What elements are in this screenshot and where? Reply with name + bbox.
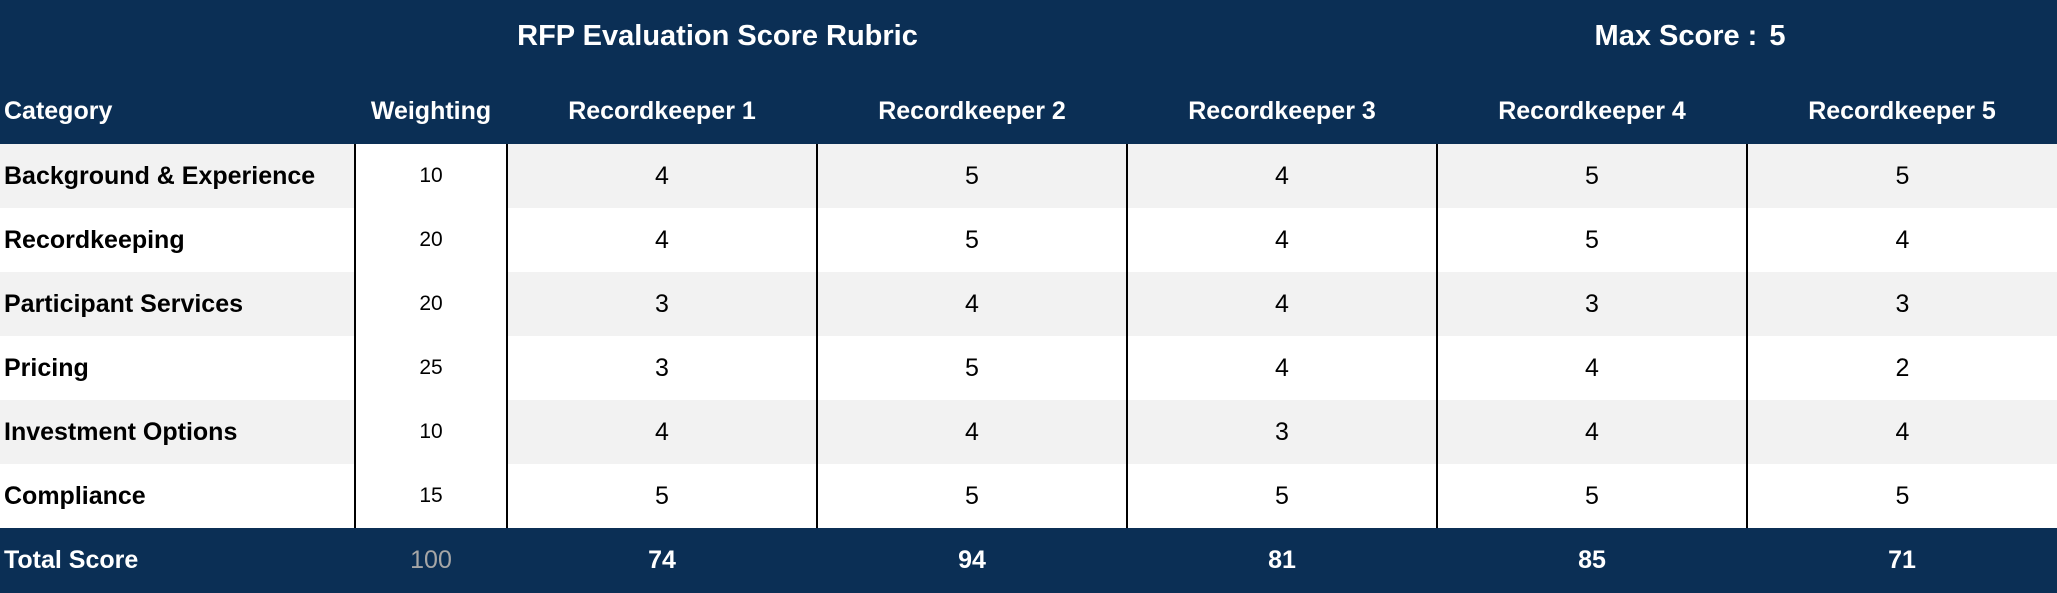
- category-cell: Pricing: [0, 336, 355, 400]
- weighting-cell: 10: [354, 400, 508, 464]
- total-score-cell: 94: [958, 546, 986, 574]
- title-bar: RFP Evaluation Score Rubric Max Score : 5: [0, 0, 2057, 75]
- score-cell: 3: [507, 272, 818, 336]
- score-cell: 5: [507, 464, 818, 528]
- category-cell: Compliance: [0, 464, 355, 528]
- score-cell: 5: [1437, 208, 1748, 272]
- total-label: Total Score: [4, 546, 139, 574]
- score-cell: 4: [817, 272, 1128, 336]
- score-cell: 4: [1127, 336, 1438, 400]
- column-header-recordkeeper-4: Recordkeeper 4: [1498, 97, 1686, 125]
- column-header-recordkeeper-5: Recordkeeper 5: [1808, 97, 1996, 125]
- score-cell: 4: [817, 400, 1128, 464]
- score-cell: 5: [1747, 144, 2057, 208]
- category-cell: Participant Services: [0, 272, 355, 336]
- max-score-label: Max Score :: [1594, 20, 1758, 52]
- category-cell: Background & Experience: [0, 144, 355, 208]
- column-header-category: Category: [4, 97, 113, 125]
- score-cell: 4: [1747, 208, 2057, 272]
- total-score-cell: 71: [1888, 546, 1916, 574]
- table-row: Participant Services 20 3 4 4 3 3: [0, 272, 2057, 336]
- score-table: Category Weighting Recordkeeper 1 Record…: [0, 75, 2057, 593]
- score-cell: 4: [1127, 208, 1438, 272]
- score-cell: 5: [1437, 464, 1748, 528]
- column-header-recordkeeper-2: Recordkeeper 2: [878, 97, 1066, 125]
- rubric-title: RFP Evaluation Score Rubric: [517, 20, 918, 52]
- score-cell: 3: [1437, 272, 1748, 336]
- category-cell: Recordkeeping: [0, 208, 355, 272]
- weighting-cell: 20: [354, 208, 508, 272]
- total-score-cell: 85: [1578, 546, 1606, 574]
- score-cell: 4: [1127, 144, 1438, 208]
- score-cell: 4: [507, 400, 818, 464]
- weighting-cell: 10: [354, 144, 508, 208]
- table-row: Recordkeeping 20 4 5 4 5 4: [0, 208, 2057, 272]
- total-weighting: 100: [410, 546, 452, 574]
- score-cell: 4: [507, 144, 818, 208]
- max-score: Max Score : 5: [1520, 20, 1860, 53]
- score-cell: 5: [817, 336, 1128, 400]
- score-cell: 3: [507, 336, 818, 400]
- weighting-cell: 20: [354, 272, 508, 336]
- score-cell: 4: [507, 208, 818, 272]
- score-cell: 4: [1437, 336, 1748, 400]
- table-row: Pricing 25 3 5 4 4 2: [0, 336, 2057, 400]
- table-row: Compliance 15 5 5 5 5 5: [0, 464, 2057, 528]
- weighting-cell: 25: [354, 336, 508, 400]
- max-score-value: 5: [1769, 20, 1786, 52]
- score-cell: 3: [1127, 400, 1438, 464]
- score-cell: 5: [817, 208, 1128, 272]
- score-cell: 4: [1747, 400, 2057, 464]
- total-score-cell: 81: [1268, 546, 1296, 574]
- total-row: Total Score 100 74 94 81 85 71: [0, 528, 2057, 593]
- score-cell: 5: [1437, 144, 1748, 208]
- weighting-cell: 15: [354, 464, 508, 528]
- score-cell: 5: [1747, 464, 2057, 528]
- header-row: Category Weighting Recordkeeper 1 Record…: [0, 75, 2057, 144]
- column-header-recordkeeper-3: Recordkeeper 3: [1188, 97, 1376, 125]
- score-cell: 2: [1747, 336, 2057, 400]
- category-cell: Investment Options: [0, 400, 355, 464]
- score-cell: 3: [1747, 272, 2057, 336]
- score-cell: 4: [1127, 272, 1438, 336]
- score-cell: 5: [817, 144, 1128, 208]
- score-cell: 5: [817, 464, 1128, 528]
- table-row: Investment Options 10 4 4 3 4 4: [0, 400, 2057, 464]
- column-header-recordkeeper-1: Recordkeeper 1: [568, 97, 756, 125]
- score-cell: 5: [1127, 464, 1438, 528]
- total-score-cell: 74: [648, 546, 676, 574]
- table-row: Background & Experience 10 4 5 4 5 5: [0, 144, 2057, 208]
- column-header-weighting: Weighting: [370, 97, 492, 125]
- score-cell: 4: [1437, 400, 1748, 464]
